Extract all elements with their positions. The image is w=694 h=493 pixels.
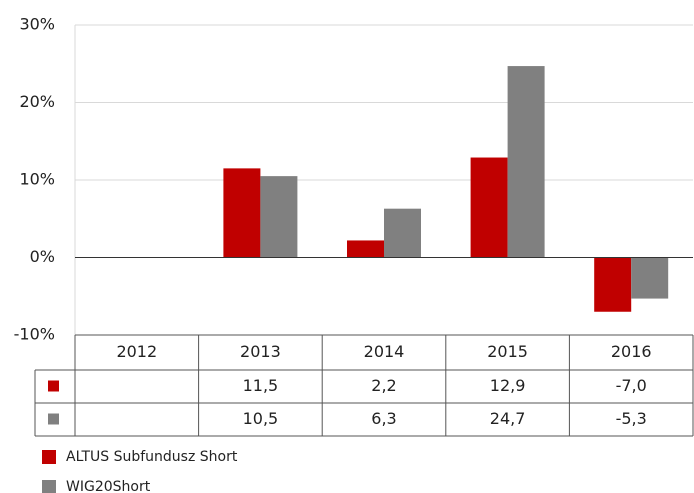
bar [260,176,298,258]
legend-label: WIG20Short [66,479,151,493]
y-tick-label: 30% [19,15,55,34]
bar [347,240,384,258]
data-label: -5,3 [616,409,647,428]
x-tick-label: 2014 [364,342,405,361]
bar [507,66,545,258]
x-tick-label: 2016 [611,342,652,361]
data-label: 24,7 [490,409,526,428]
data-label: 11,5 [243,376,279,395]
y-tick-label: -10% [14,325,55,344]
bar [223,168,261,258]
legend-swatch [48,380,59,392]
data-label: 6,3 [371,409,396,428]
bar [470,157,508,258]
x-tick-label: 2012 [116,342,157,361]
data-label: 12,9 [490,376,526,395]
data-label: -7,0 [616,376,647,395]
data-label: 10,5 [243,409,279,428]
bar [594,257,632,312]
legend-label: ALTUS Subfundusz Short [66,449,238,465]
bar [631,257,669,299]
legend-swatch [42,480,56,493]
x-tick-label: 2015 [487,342,528,361]
x-tick-label: 2013 [240,342,281,361]
y-tick-label: 20% [19,92,55,111]
y-tick-label: 10% [19,170,55,189]
bar [384,208,421,258]
legend-swatch [42,450,56,464]
y-tick-label: 0% [30,247,55,266]
legend-swatch [48,413,59,425]
data-label: 2,2 [371,376,396,395]
